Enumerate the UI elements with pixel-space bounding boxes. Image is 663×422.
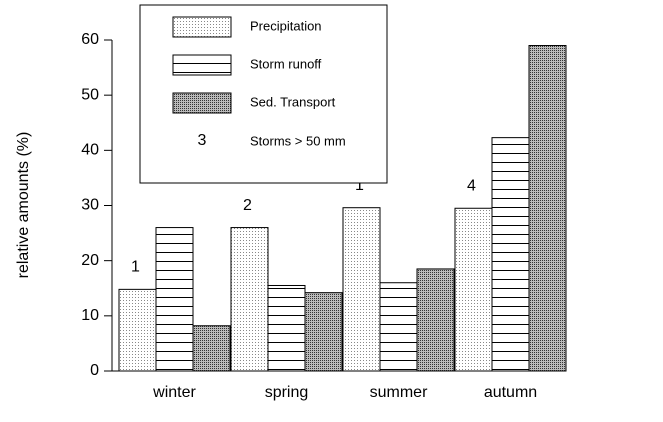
legend-swatch xyxy=(172,16,232,38)
y-tick-label: 10 xyxy=(81,307,99,324)
legend-label: Sed. Transport xyxy=(250,94,336,109)
y-axis-label: relative amounts (%) xyxy=(15,132,32,279)
x-tick-label: summer xyxy=(370,384,428,401)
legend-label: Precipitation xyxy=(250,18,322,33)
y-tick-label: 30 xyxy=(81,197,99,214)
x-tick-label: winter xyxy=(152,384,196,401)
bar xyxy=(379,282,418,372)
y-tick-label: 40 xyxy=(81,142,99,159)
legend-note-symbol: 3 xyxy=(198,132,207,149)
storm-count: 1 xyxy=(131,259,140,276)
storm-count: 1 xyxy=(355,177,364,194)
bar xyxy=(528,45,567,372)
x-tick-label: autumn xyxy=(484,384,537,401)
bar xyxy=(230,227,269,372)
bar xyxy=(267,284,306,372)
bar xyxy=(192,325,231,372)
bar xyxy=(342,207,381,372)
y-tick-label: 0 xyxy=(90,362,99,379)
bar xyxy=(491,137,530,372)
bar xyxy=(118,288,157,372)
y-tick-label: 50 xyxy=(81,86,99,103)
y-tick-label: 20 xyxy=(81,252,99,269)
legend-swatch xyxy=(172,54,232,76)
storm-count: 4 xyxy=(467,177,476,194)
bar xyxy=(304,292,343,372)
legend-note-label: Storms > 50 mm xyxy=(250,133,346,148)
legend-label: Storm runoff xyxy=(250,56,322,71)
x-tick-label: spring xyxy=(265,384,309,401)
bar xyxy=(454,207,493,372)
storm-count: 2 xyxy=(243,197,252,214)
bar xyxy=(155,227,194,372)
legend-swatch xyxy=(172,92,232,114)
y-tick-label: 60 xyxy=(81,31,99,48)
bar xyxy=(416,268,455,372)
